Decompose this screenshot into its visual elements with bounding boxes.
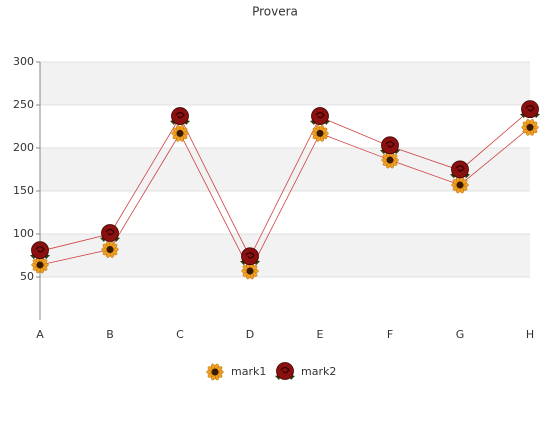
curl: [525, 105, 535, 112]
curl: [35, 246, 45, 253]
center: [386, 156, 394, 164]
bloom: [276, 362, 294, 380]
point-marker: [521, 119, 539, 136]
point-marker: [101, 241, 119, 258]
point-marker: [520, 100, 540, 119]
legend-label: mark1: [231, 365, 266, 378]
point-marker: [380, 136, 400, 155]
center: [36, 261, 44, 269]
point-marker: [171, 125, 189, 142]
point-marker: [311, 125, 329, 142]
chart-title: Provera: [252, 5, 298, 19]
curl: [105, 228, 115, 236]
legend-icon: [275, 362, 295, 380]
grid-band: [40, 62, 530, 105]
x-tick-label: H: [526, 328, 534, 341]
curl: [175, 111, 185, 119]
center: [526, 123, 534, 131]
point-marker: [451, 176, 469, 194]
y-tick-label: 50: [20, 270, 34, 283]
point-marker: [310, 107, 330, 126]
center: [211, 368, 219, 376]
curl: [245, 252, 255, 259]
bloom: [101, 224, 119, 242]
x-tick-label: F: [387, 328, 393, 341]
grid-band: [40, 234, 530, 277]
x-tick-label: A: [36, 328, 44, 341]
legend-icon: [206, 363, 224, 381]
point-marker: [170, 107, 190, 126]
point-marker: [30, 241, 50, 260]
point-marker: [31, 256, 49, 274]
point-marker: [100, 224, 120, 242]
y-tick-label: 300: [13, 55, 34, 68]
bloom: [381, 136, 399, 155]
curl: [315, 111, 325, 119]
x-tick-label: C: [176, 328, 184, 341]
curl: [385, 141, 395, 148]
x-tick-label: E: [317, 328, 324, 341]
x-tick-label: D: [246, 328, 254, 341]
bloom: [31, 241, 49, 260]
legend-label: mark2: [301, 365, 336, 378]
point-marker: [450, 160, 470, 179]
bloom: [241, 247, 259, 266]
series-line: [39, 109, 531, 259]
y-tick-label: 150: [13, 184, 34, 197]
y-tick-label: 200: [13, 141, 34, 154]
y-tick-label: 100: [13, 227, 34, 240]
x-tick-label: G: [456, 328, 465, 341]
grid-band: [40, 148, 530, 191]
y-tick-label: 250: [13, 98, 34, 111]
x-tick-label: B: [106, 328, 114, 341]
center: [176, 129, 184, 137]
bloom: [451, 160, 469, 179]
curl: [280, 366, 290, 374]
bloom: [171, 107, 189, 125]
center: [316, 129, 324, 137]
center: [106, 245, 114, 253]
center: [246, 267, 254, 275]
point-marker: [240, 247, 260, 266]
bloom: [521, 100, 539, 119]
center: [456, 181, 464, 189]
series-line: [39, 127, 531, 272]
curl: [455, 165, 465, 172]
bloom: [311, 107, 329, 125]
